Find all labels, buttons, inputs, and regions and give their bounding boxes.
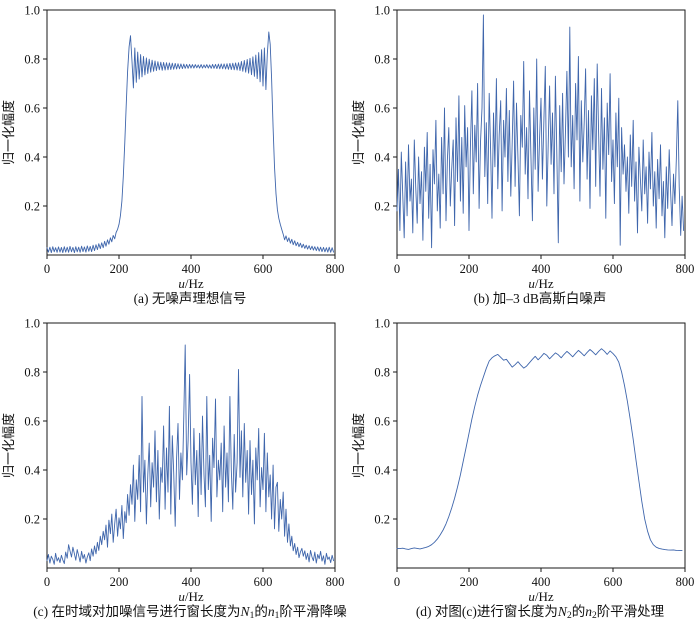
caption-sub-N: 2 bbox=[566, 611, 572, 621]
panel-b-plot: 0 200 400 600 800 0.2 0.4 0.6 0.8 1.0 归一化幅度 u/Hz bbox=[351, 4, 695, 291]
caption-post: 阶平滑降噪 bbox=[279, 604, 347, 619]
x-axis-label: u/Hz bbox=[178, 276, 204, 290]
y-tick-label: 1.0 bbox=[24, 4, 40, 18]
x-axis-label: u/Hz bbox=[178, 589, 204, 603]
x-tick-label: 800 bbox=[326, 262, 345, 276]
caption-mid: 的 bbox=[254, 604, 268, 619]
y-axis-label: 归一化幅度 bbox=[1, 100, 16, 165]
y-tick-label: 1.0 bbox=[374, 4, 390, 18]
y-axis-label: 归一化幅度 bbox=[351, 413, 366, 478]
x-tick-label: 800 bbox=[676, 575, 695, 589]
panel-d-frame bbox=[396, 322, 686, 569]
panel-a-caption: (a) 无噪声理想信号 bbox=[0, 291, 350, 311]
y-tick-label: 0.4 bbox=[24, 151, 40, 165]
x-tick-label: 800 bbox=[676, 262, 695, 276]
y-tick-label: 0.6 bbox=[24, 415, 40, 429]
y-tick-label: 0.4 bbox=[24, 464, 40, 478]
x-axis-label: u/Hz bbox=[528, 589, 554, 603]
panel-d-plot: 0 200 400 600 800 0.2 0.4 0.6 0.8 1.0 归一化幅度 u/Hz bbox=[351, 317, 695, 604]
y-tick-label: 0.4 bbox=[374, 151, 390, 165]
x-tick-label: 200 bbox=[460, 262, 479, 276]
caption-sub-n: 2 bbox=[591, 611, 597, 621]
y-tick-label: 0.8 bbox=[374, 53, 390, 67]
x-tick-label: 800 bbox=[326, 575, 345, 589]
caption-sub-N: 1 bbox=[249, 611, 255, 621]
y-tick-label: 0.8 bbox=[24, 366, 40, 380]
panel-b-caption: (b) 加–3 dB高斯白噪声 bbox=[350, 291, 700, 311]
x-tick-label: 0 bbox=[394, 262, 400, 276]
x-tick-label: 400 bbox=[532, 262, 551, 276]
caption-var-N: N bbox=[240, 604, 250, 619]
y-tick-label: 0.6 bbox=[374, 415, 390, 429]
y-tick-label: 0.4 bbox=[374, 464, 390, 478]
caption-sub-n: 1 bbox=[274, 611, 280, 621]
y-axis-label: 归一化幅度 bbox=[351, 100, 366, 165]
x-tick-label: 400 bbox=[182, 575, 201, 589]
x-tick-label: 600 bbox=[604, 575, 623, 589]
y-tick-label: 0.2 bbox=[374, 200, 390, 214]
y-tick-label: 1.0 bbox=[374, 317, 390, 331]
panel-c-plot: 0 200 400 600 800 0.2 0.4 0.6 0.8 1.0 归一化幅度 u/Hz bbox=[1, 317, 345, 604]
panel-c-line bbox=[46, 344, 335, 565]
caption-text: (a) 无噪声理想信号 bbox=[133, 291, 247, 306]
y-tick-label: 0.8 bbox=[24, 53, 40, 67]
panel-b-line bbox=[396, 14, 685, 249]
panel-a-plot: 0 200 400 600 800 0.2 0.4 0.6 0.8 1.0 归一化幅度 u/Hz bbox=[1, 4, 345, 291]
x-tick-label: 200 bbox=[110, 262, 129, 276]
y-tick-label: 0.2 bbox=[24, 200, 40, 214]
x-tick-label: 200 bbox=[460, 575, 479, 589]
caption-text: (c) 在时域对加噪信号进行窗长度为 bbox=[33, 604, 241, 619]
x-tick-label: 600 bbox=[604, 262, 623, 276]
y-tick-label: 0.8 bbox=[374, 366, 390, 380]
panel-a: 0 200 400 600 800 0.2 0.4 0.6 0.8 1.0 归一化幅度 u/Hz (a… bbox=[0, 2, 350, 311]
panel-d: 0 200 400 600 800 0.2 0.4 0.6 0.8 1.0 归一化幅度 u/Hz (d… bbox=[350, 315, 700, 624]
x-tick-label: 0 bbox=[44, 262, 50, 276]
y-tick-label: 0.2 bbox=[374, 513, 390, 527]
y-tick-label: 0.2 bbox=[24, 513, 40, 527]
caption-text: (d) 对图(c)进行窗长度为 bbox=[415, 604, 558, 619]
x-tick-label: 600 bbox=[254, 262, 273, 276]
y-tick-label: 1.0 bbox=[24, 317, 40, 331]
x-tick-label: 200 bbox=[110, 575, 129, 589]
x-tick-label: 400 bbox=[182, 262, 201, 276]
caption-post: 阶平滑处理 bbox=[596, 604, 665, 619]
x-tick-label: 0 bbox=[394, 575, 400, 589]
panel-c: 0 200 400 600 800 0.2 0.4 0.6 0.8 1.0 归一化幅度 u/Hz (c… bbox=[0, 315, 350, 624]
panel-a-frame bbox=[46, 9, 336, 256]
y-tick-label: 0.6 bbox=[374, 102, 390, 116]
panel-a-line bbox=[46, 31, 335, 254]
caption-var-n: n bbox=[585, 604, 592, 619]
y-axis-label: 归一化幅度 bbox=[1, 413, 16, 478]
caption-var-n: n bbox=[267, 604, 275, 619]
caption-mid: 的 bbox=[571, 604, 586, 619]
caption-text: (b) 加–3 dB高斯白噪声 bbox=[473, 291, 607, 306]
panel-d-caption: (d) 对图(c)进行窗长度为N2的n2阶平滑处理 bbox=[350, 604, 700, 624]
panel-d-line bbox=[396, 348, 683, 552]
caption-var-N: N bbox=[557, 604, 567, 619]
y-tick-label: 0.6 bbox=[24, 102, 40, 116]
x-tick-label: 600 bbox=[254, 575, 273, 589]
x-tick-label: 0 bbox=[44, 575, 50, 589]
x-axis-label: u/Hz bbox=[528, 276, 554, 290]
panel-b: 0 200 400 600 800 0.2 0.4 0.6 0.8 1.0 归一化幅度 u/Hz (b… bbox=[350, 2, 700, 311]
x-tick-label: 400 bbox=[532, 575, 551, 589]
panel-c-caption: (c) 在时域对加噪信号进行窗长度为N1的n1阶平滑降噪 bbox=[0, 604, 350, 624]
